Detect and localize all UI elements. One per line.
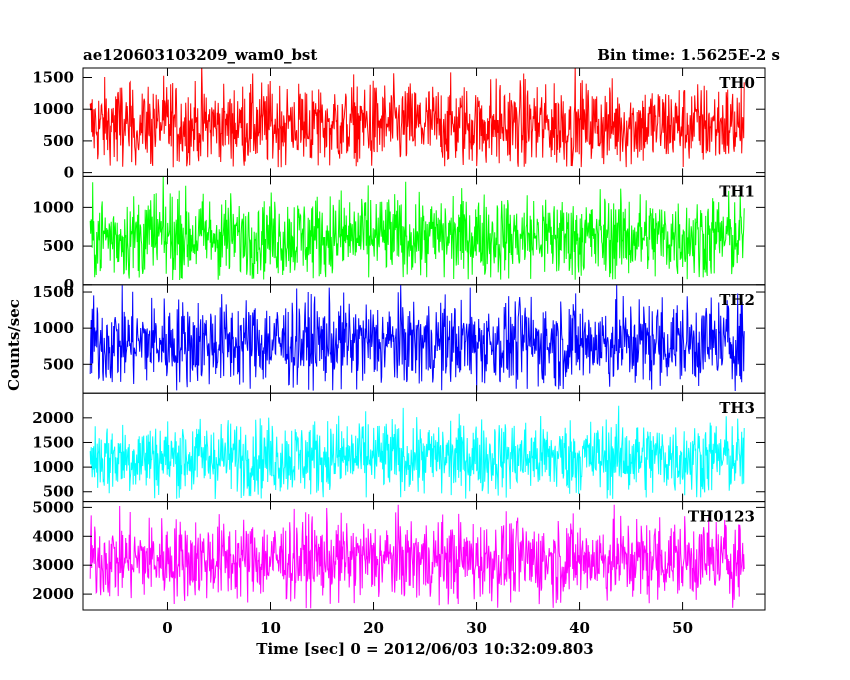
- panel-frame: [82, 501, 766, 611]
- panel-label: TH2: [719, 291, 755, 309]
- panel-label: TH1: [719, 182, 755, 200]
- x-tick-label: 20: [363, 619, 384, 637]
- panel-th0: 0 500 1000 1500 TH0: [32, 67, 766, 182]
- y-tick-label: 1000: [32, 198, 74, 216]
- panel-th2: 500 1000 1500 TH2: [32, 283, 766, 394]
- y-tick-label: 500: [43, 355, 74, 373]
- series-line-th0: [89, 68, 745, 168]
- x-tick-label: 10: [260, 619, 281, 637]
- x-tick-label: 30: [466, 619, 487, 637]
- panel-label: TH3: [719, 399, 755, 417]
- y-tick-label: 0: [64, 276, 74, 294]
- y-tick-label: 1000: [32, 100, 74, 118]
- y-tick-label: 2000: [32, 409, 74, 427]
- y-tick-label: 3000: [32, 556, 74, 574]
- series-line-th1: [89, 176, 745, 281]
- y-tick-label: 1500: [32, 433, 74, 451]
- y-axis-title: Counts/sec: [5, 299, 23, 391]
- series-line-th0123: [89, 504, 745, 609]
- panel-label: TH0: [719, 74, 755, 92]
- chart-title: ae120603103209_wam0_bst: [83, 46, 317, 64]
- x-tick-label: 40: [569, 619, 590, 637]
- y-tick-label: 1000: [32, 458, 74, 476]
- y-tick-label: 5000: [32, 498, 74, 516]
- panel-th1: 0 500 1000 TH1: [32, 175, 766, 294]
- panel-th0123: 2000 3000 4000 5000 TH0123: [32, 498, 766, 611]
- x-tick-label: 0: [162, 619, 172, 637]
- y-tick-label: 4000: [32, 527, 74, 545]
- x-tick-label: 50: [672, 619, 693, 637]
- y-tick-label: 500: [43, 237, 74, 255]
- y-tick-label: 2000: [32, 585, 74, 603]
- y-tick-label: 500: [43, 132, 74, 150]
- y-tick-label: 500: [43, 483, 74, 501]
- series-line-th2: [89, 284, 745, 392]
- y-tick-label: 0: [64, 164, 74, 182]
- panel-th3: 500 1000 1500 2000 TH3: [32, 392, 766, 503]
- bin-time-label: Bin time: 1.5625E-2 s: [597, 46, 780, 64]
- y-tick-label: 1500: [32, 283, 74, 301]
- y-tick-label: 1500: [32, 69, 74, 87]
- x-axis-title: Time [sec] 0 = 2012/06/03 10:32:09.803: [256, 640, 593, 658]
- y-tick-label: 1000: [32, 319, 74, 337]
- panel-label: TH0123: [688, 508, 755, 526]
- series-line-th3: [89, 405, 745, 500]
